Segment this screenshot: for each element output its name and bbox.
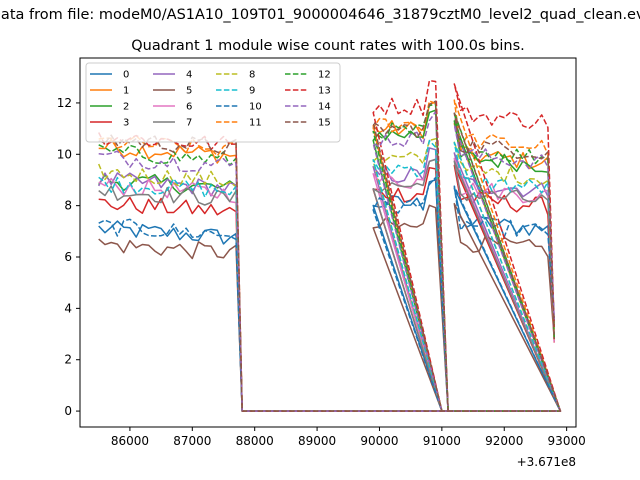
legend-label-13: 13 xyxy=(318,86,331,97)
legend-label-9: 9 xyxy=(249,86,255,97)
x-offset-label: +3.671e8 xyxy=(517,455,576,469)
legend-label-8: 8 xyxy=(249,70,255,81)
legend-label-7: 7 xyxy=(186,118,192,129)
legend-label-10: 10 xyxy=(249,102,262,113)
legend-label-15: 15 xyxy=(318,118,331,129)
series-line-9 xyxy=(98,139,562,412)
series-line-15 xyxy=(98,100,562,412)
series-layer xyxy=(98,79,562,412)
x-tick-label: 86000 xyxy=(111,434,149,448)
legend-label-11: 11 xyxy=(249,118,262,129)
x-tick-label: 88000 xyxy=(236,434,274,448)
chart-title: Quadrant 1 module wise count rates with … xyxy=(131,38,525,54)
x-tick-label: 89000 xyxy=(298,434,336,448)
legend-label-3: 3 xyxy=(123,118,129,129)
legend-label-14: 14 xyxy=(318,102,331,113)
y-tick-label: 4 xyxy=(64,301,72,315)
legend-label-0: 0 xyxy=(123,70,129,81)
x-tick-label: 93000 xyxy=(548,434,586,448)
legend-label-4: 4 xyxy=(186,70,192,81)
series-line-8 xyxy=(98,138,562,412)
legend-label-2: 2 xyxy=(123,102,129,113)
legend-label-6: 6 xyxy=(186,102,192,113)
legend-frame xyxy=(85,62,341,143)
y-tick-label: 8 xyxy=(64,199,72,213)
y-tick-label: 6 xyxy=(64,250,72,264)
series-line-14 xyxy=(98,110,562,412)
legend-label-1: 1 xyxy=(123,86,129,97)
x-tick-label: 87000 xyxy=(173,434,211,448)
y-tick-label: 0 xyxy=(64,404,72,418)
series-line-11 xyxy=(98,99,562,412)
ticks-layer: 86000 87000 88000 89000 90000 91000 92000 93000… xyxy=(57,96,586,448)
y-tick-label: 10 xyxy=(57,147,72,161)
x-tick-label: 90000 xyxy=(360,434,398,448)
y-tick-label: 2 xyxy=(64,353,72,367)
x-tick-label: 91000 xyxy=(423,434,461,448)
plot-frame xyxy=(79,57,577,428)
y-tick-label: 12 xyxy=(57,96,72,110)
x-tick-label: 92000 xyxy=(485,434,523,448)
legend-label-12: 12 xyxy=(318,70,331,81)
legend-label-5: 5 xyxy=(186,86,192,97)
figure-suptitle: Data from file: modeM0/AS1A10_109T01_900… xyxy=(0,7,640,23)
